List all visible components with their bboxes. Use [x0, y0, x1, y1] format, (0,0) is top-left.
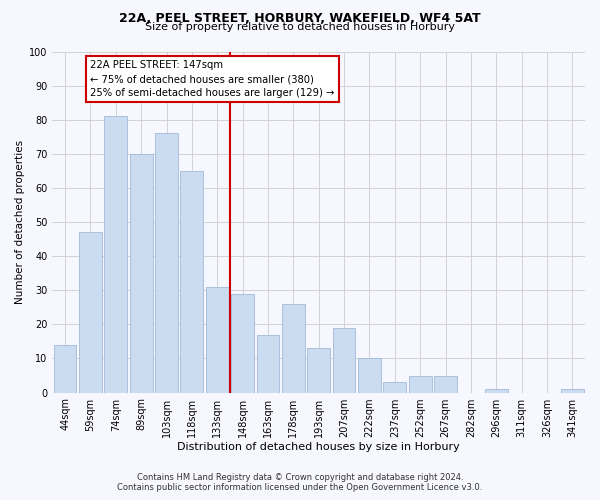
Bar: [206, 287, 229, 393]
Bar: [485, 389, 508, 392]
Bar: [409, 376, 431, 392]
Y-axis label: Number of detached properties: Number of detached properties: [15, 140, 25, 304]
Text: 22A PEEL STREET: 147sqm
← 75% of detached houses are smaller (380)
25% of semi-d: 22A PEEL STREET: 147sqm ← 75% of detache…: [91, 60, 335, 98]
Bar: [358, 358, 381, 392]
Bar: [257, 334, 280, 392]
Bar: [155, 134, 178, 392]
Bar: [79, 232, 102, 392]
Bar: [332, 328, 355, 392]
Bar: [282, 304, 305, 392]
X-axis label: Distribution of detached houses by size in Horbury: Distribution of detached houses by size …: [178, 442, 460, 452]
Text: 22A, PEEL STREET, HORBURY, WAKEFIELD, WF4 5AT: 22A, PEEL STREET, HORBURY, WAKEFIELD, WF…: [119, 12, 481, 26]
Bar: [181, 171, 203, 392]
Text: Contains HM Land Registry data © Crown copyright and database right 2024.
Contai: Contains HM Land Registry data © Crown c…: [118, 473, 482, 492]
Bar: [561, 389, 584, 392]
Bar: [53, 345, 76, 393]
Bar: [434, 376, 457, 392]
Bar: [383, 382, 406, 392]
Bar: [130, 154, 152, 392]
Bar: [231, 294, 254, 392]
Bar: [104, 116, 127, 392]
Bar: [307, 348, 330, 393]
Text: Size of property relative to detached houses in Horbury: Size of property relative to detached ho…: [145, 22, 455, 32]
